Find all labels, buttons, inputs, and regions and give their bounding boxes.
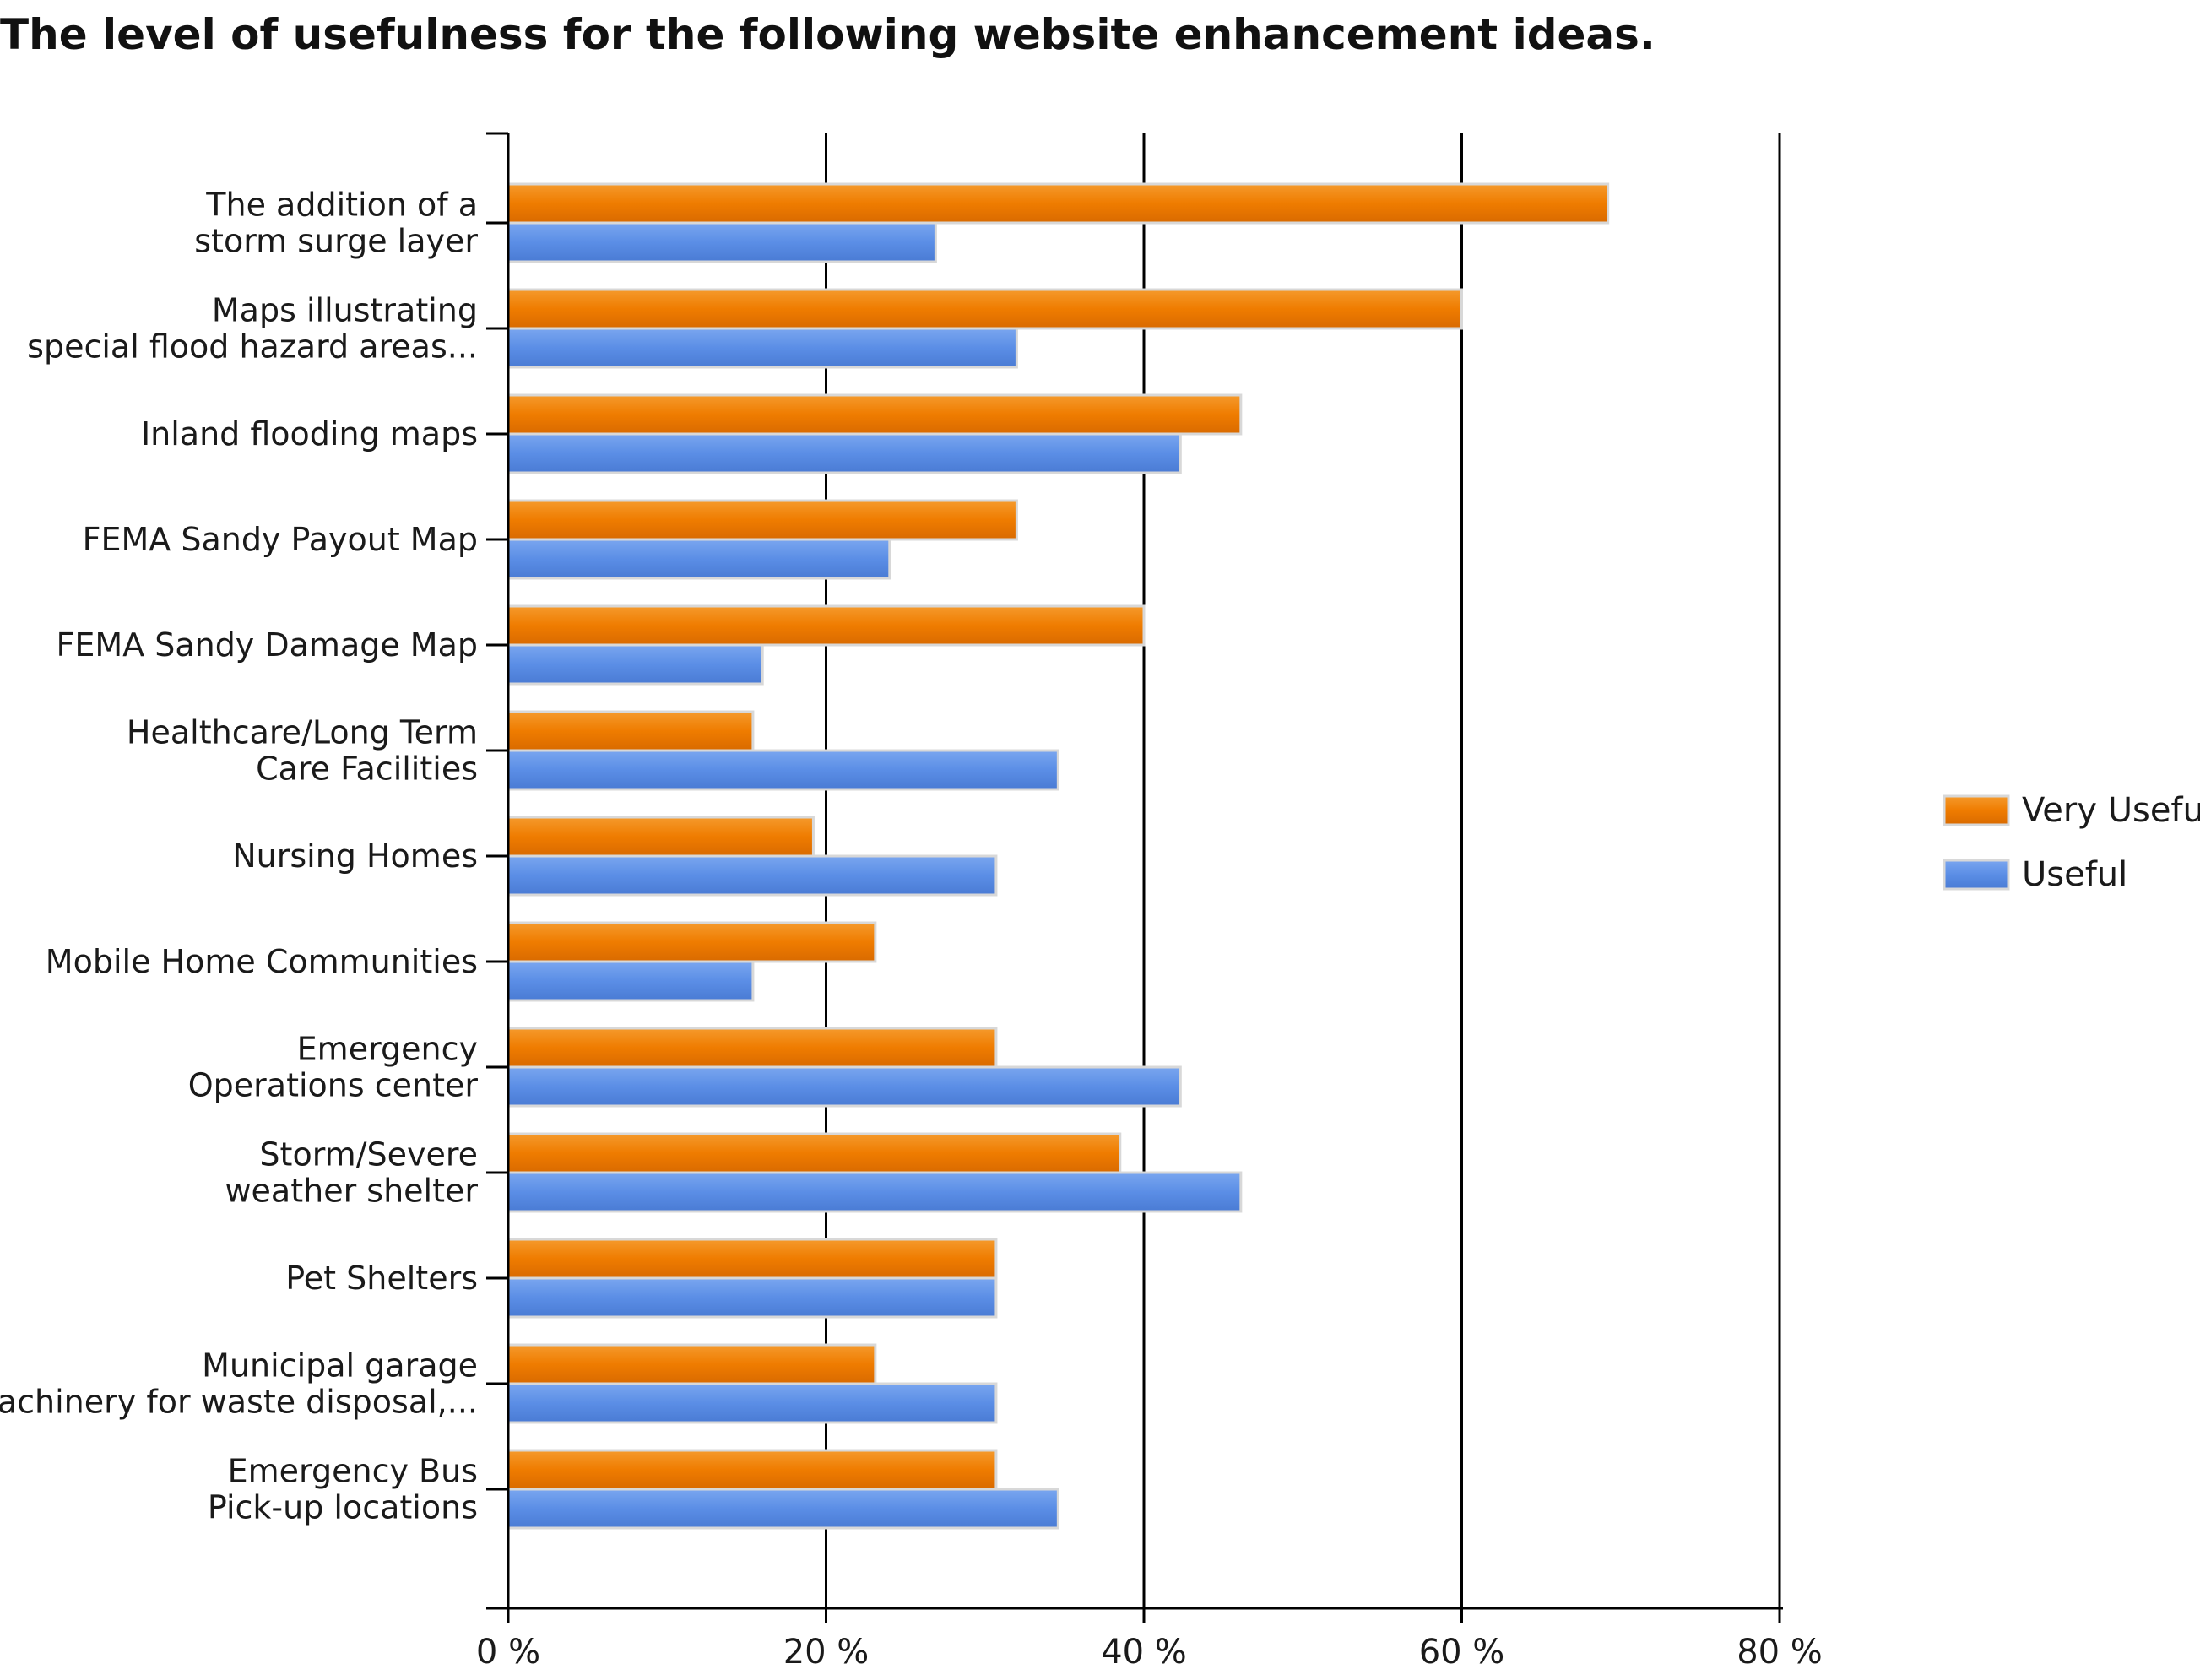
- bar: [507, 1132, 1122, 1174]
- bar: [507, 1171, 1243, 1213]
- bar: [507, 854, 998, 897]
- bar: [507, 604, 1146, 647]
- bar: [507, 182, 1610, 225]
- category-label: Emergency Operations center: [188, 1031, 479, 1104]
- bar: [507, 327, 1018, 369]
- category-label: FEMA Sandy Damage Map: [56, 626, 478, 664]
- category-label: FEMA Sandy Payout Map: [83, 521, 478, 558]
- legend-swatch: [1943, 859, 2010, 891]
- bar: [507, 1238, 998, 1280]
- bar: [507, 1065, 1182, 1108]
- category-label: Municipal garage (machinery for waste dis…: [0, 1347, 478, 1421]
- x-tick-label: 60 %: [1419, 1633, 1505, 1672]
- category-label: Healthcare/Long Term Care Facilities: [127, 714, 478, 788]
- category-label: Pet Shelters: [285, 1260, 478, 1297]
- bar: [507, 538, 891, 580]
- bar: [507, 1276, 998, 1319]
- category-label: Emergency Bus Pick-up locations: [208, 1453, 478, 1526]
- bar: [507, 432, 1182, 474]
- x-tick-label: 40 %: [1101, 1633, 1187, 1672]
- x-tick-label: 80 %: [1737, 1633, 1823, 1672]
- bar: [507, 1343, 877, 1385]
- bar: [507, 393, 1243, 436]
- bar: [507, 288, 1463, 330]
- bar: [507, 643, 764, 686]
- category-label: Storm/Severe weather shelter: [225, 1136, 478, 1210]
- bar: [507, 710, 755, 752]
- bar: [507, 1382, 998, 1424]
- bar: [507, 921, 877, 963]
- legend-swatch: [1943, 794, 2010, 826]
- category-label: Inland flooding maps: [141, 415, 478, 453]
- legend-label: Useful: [2022, 855, 2127, 894]
- bar: [507, 960, 755, 1002]
- bar: [507, 499, 1018, 541]
- category-label: The addition of a storm surge layer: [194, 187, 478, 260]
- category-label: Nursing Homes: [232, 837, 478, 875]
- legend-label: Very Useful: [2022, 791, 2200, 830]
- chart-title: The level of usefulness for the followin…: [0, 10, 1655, 59]
- x-tick-label: 0 %: [476, 1633, 540, 1672]
- category-label: Maps illustrating special flood hazard ar…: [27, 292, 478, 366]
- x-tick-label: 20 %: [783, 1633, 870, 1672]
- bar: [507, 1488, 1059, 1530]
- bar: [507, 749, 1059, 791]
- bar: [507, 816, 815, 858]
- bar: [507, 1027, 998, 1069]
- bar: [507, 221, 937, 263]
- category-label: Mobile Home Communities: [46, 943, 478, 980]
- bar: [507, 1449, 998, 1491]
